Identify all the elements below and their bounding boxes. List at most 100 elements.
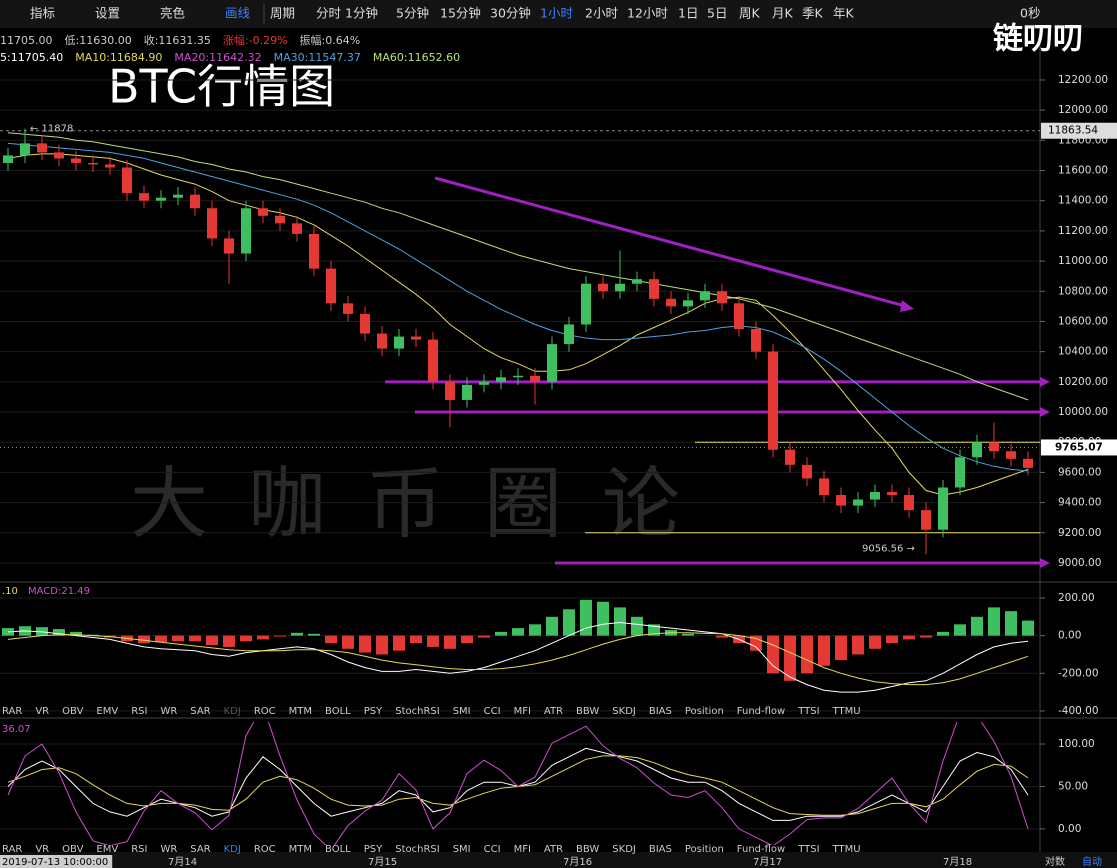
- indicator-tab[interactable]: BOLL: [325, 706, 351, 717]
- toolbar-item[interactable]: 1小时: [540, 6, 573, 21]
- indicator-tab[interactable]: BOLL: [325, 844, 351, 855]
- indicator-tab[interactable]: ROC: [254, 706, 276, 717]
- y-tick-label: 0.00: [1058, 823, 1081, 835]
- toolbar-item[interactable]: 分时: [316, 6, 342, 21]
- indicator-tab[interactable]: RAR: [2, 706, 22, 717]
- candle-body: [530, 375, 540, 382]
- macd-bar: [784, 635, 796, 681]
- annotation: ← 11878: [30, 124, 73, 135]
- chart-title: BTC行情图: [108, 60, 335, 114]
- candle-body: [224, 238, 234, 254]
- indicator-tab[interactable]: RAR: [2, 844, 22, 855]
- indicator-tab[interactable]: ATR: [544, 706, 563, 717]
- candle-body: [683, 300, 693, 307]
- toolbar-item[interactable]: 周K: [739, 6, 761, 21]
- toolbar-item[interactable]: 1分钟: [345, 6, 378, 21]
- indicator-tab[interactable]: VR: [35, 844, 49, 855]
- toolbar-item[interactable]: 年K: [833, 6, 855, 21]
- toolbar-item[interactable]: 亮色: [160, 6, 186, 21]
- indicator-tab[interactable]: BBW: [576, 844, 599, 855]
- indicator-tab[interactable]: WR: [160, 706, 177, 717]
- toolbar-item[interactable]: 周期: [270, 6, 295, 21]
- toolbar-item[interactable]: 月K: [772, 6, 794, 21]
- indicator-tab[interactable]: CCI: [484, 844, 501, 855]
- indicator-tab[interactable]: SKDJ: [612, 706, 636, 717]
- indicator-tab[interactable]: MTM: [289, 706, 312, 717]
- candle-body: [938, 487, 948, 530]
- indicator-tab[interactable]: SAR: [190, 844, 210, 855]
- toolbar-item[interactable]: 1日: [678, 6, 698, 21]
- toolbar-item[interactable]: 2小时: [585, 6, 618, 21]
- indicator-tab[interactable]: VR: [35, 706, 49, 717]
- toolbar-item[interactable]: 30分钟: [490, 6, 531, 21]
- macd-bar: [138, 635, 150, 644]
- indicator-tab[interactable]: EMV: [96, 706, 118, 717]
- indicator-tab[interactable]: PSY: [364, 706, 383, 717]
- indicator-tab[interactable]: TTSI: [797, 706, 819, 717]
- toolbar-item[interactable]: 指标: [30, 6, 55, 21]
- candle-body: [768, 351, 778, 450]
- time-label: 7月16: [563, 856, 592, 868]
- axis-mode[interactable]: 自动: [1082, 855, 1102, 868]
- indicator-tab[interactable]: BIAS: [649, 706, 672, 717]
- indicator-tab[interactable]: StochRSI: [395, 844, 439, 855]
- toolbar-item[interactable]: 设置: [95, 6, 120, 21]
- indicator-tab[interactable]: ATR: [544, 844, 563, 855]
- macd-bar: [359, 635, 371, 653]
- macd-bar: [903, 635, 915, 640]
- candle-body: [819, 478, 829, 496]
- toolbar-item[interactable]: 5日: [707, 6, 727, 21]
- indicator-tab[interactable]: MFI: [514, 706, 531, 717]
- toolbar-item[interactable]: 季K: [802, 6, 824, 21]
- indicator-tab[interactable]: KDJ: [224, 844, 241, 855]
- indicator-tab[interactable]: Position: [685, 706, 724, 717]
- indicator-tab[interactable]: WR: [160, 844, 177, 855]
- candle-body: [547, 344, 557, 382]
- indicator-tab[interactable]: SMI: [453, 706, 471, 717]
- toolbar-item[interactable]: 15分钟: [440, 6, 481, 21]
- y-tick-label: 11200.00: [1058, 225, 1108, 237]
- candle-body: [870, 492, 880, 500]
- macd-bar: [1005, 611, 1017, 636]
- indicator-tab[interactable]: StochRSI: [395, 706, 439, 717]
- macd-bar: [206, 635, 218, 646]
- macd-bar: [580, 599, 592, 636]
- indicator-tab[interactable]: SAR: [190, 706, 210, 717]
- candle-body: [173, 194, 183, 198]
- indicator-tab[interactable]: OBV: [62, 844, 83, 855]
- indicator-tab[interactable]: TTMU: [832, 706, 861, 717]
- indicator-tab[interactable]: TTMU: [832, 844, 861, 855]
- level-arrow: [1040, 407, 1050, 418]
- indicator-tab[interactable]: SKDJ: [612, 844, 636, 855]
- candle-body: [54, 152, 64, 159]
- indicator-tab[interactable]: CCI: [484, 706, 501, 717]
- axis-mode[interactable]: 对数: [1045, 855, 1065, 868]
- indicator-tab[interactable]: EMV: [96, 844, 118, 855]
- indicator-tab[interactable]: OBV: [62, 706, 83, 717]
- indicator-tab[interactable]: RSI: [131, 844, 147, 855]
- ma-info: 5:11705.40: [0, 51, 63, 64]
- candle-body: [105, 164, 115, 168]
- price-label: 9765.07: [1055, 441, 1103, 453]
- candle-body: [309, 233, 319, 269]
- indicator-tab[interactable]: SMI: [453, 844, 471, 855]
- indicator-tab[interactable]: ROC: [254, 844, 276, 855]
- indicator-tab[interactable]: MFI: [514, 844, 531, 855]
- toolbar-item[interactable]: 5分钟: [396, 6, 429, 21]
- indicator-tab[interactable]: RSI: [131, 706, 147, 717]
- indicator-tab[interactable]: Position: [685, 844, 724, 855]
- indicator-tab[interactable]: Fund-flow: [737, 844, 785, 855]
- indicator-tab[interactable]: PSY: [364, 844, 383, 855]
- indicator-line: [7, 153, 1029, 496]
- indicator-tab[interactable]: TTSI: [797, 844, 819, 855]
- time-label: 7月14: [168, 856, 197, 868]
- indicator-tab[interactable]: BBW: [576, 706, 599, 717]
- indicator-tab[interactable]: KDJ: [224, 706, 241, 717]
- y-tick-label: 9200.00: [1058, 527, 1101, 539]
- toolbar-item[interactable]: 画线: [225, 6, 251, 21]
- toolbar-item[interactable]: 12小时: [627, 6, 668, 21]
- indicator-tab[interactable]: MTM: [289, 844, 312, 855]
- indicator-tab[interactable]: Fund-flow: [737, 706, 785, 717]
- macd-bar: [767, 635, 779, 674]
- indicator-tab[interactable]: BIAS: [649, 844, 672, 855]
